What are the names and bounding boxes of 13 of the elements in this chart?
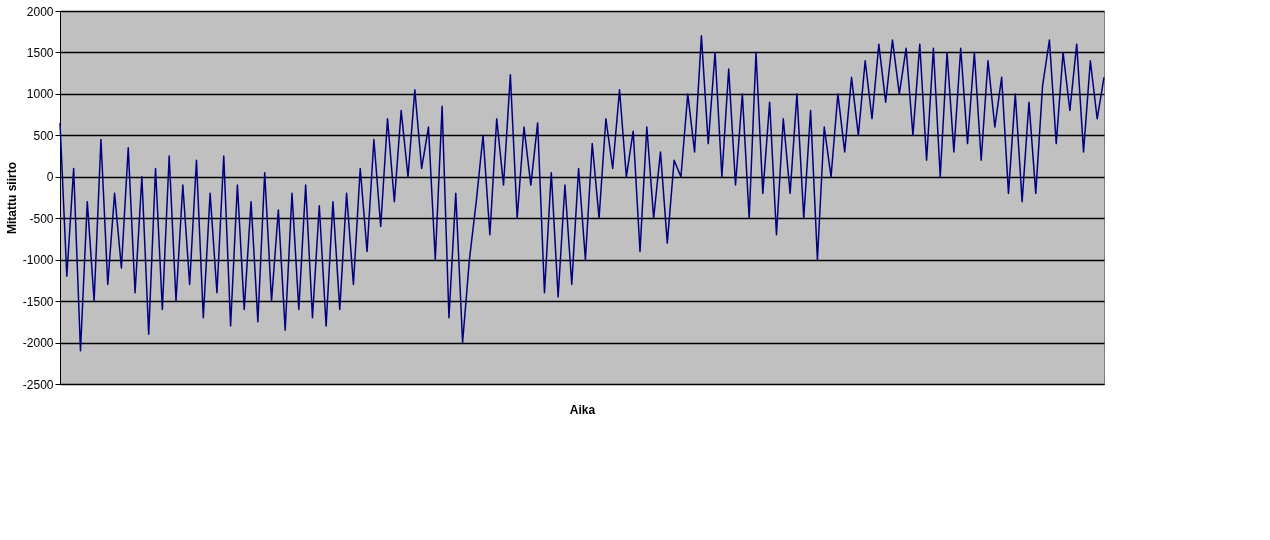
y-tick-label: -1500 (22, 294, 54, 309)
y-tick-label: 1500 (26, 45, 54, 60)
y-tick-label: -2000 (22, 336, 54, 351)
y-tick-label: -500 (29, 211, 54, 226)
y-tick-label: 1000 (26, 87, 54, 102)
y-tick-label: -2500 (22, 377, 54, 392)
line-series (59, 35, 1105, 352)
y-axis-title: Mitattu siirto (4, 162, 19, 234)
y-tick-label: 2000 (26, 4, 54, 19)
y-tick-label: 500 (33, 128, 54, 143)
x-axis-title: Aika (569, 402, 596, 417)
y-tick-label: -1000 (22, 253, 54, 268)
y-tick-label: 0 (46, 170, 54, 185)
